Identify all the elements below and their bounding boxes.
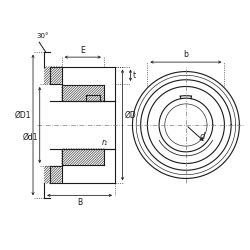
Text: ØD: ØD bbox=[124, 110, 136, 120]
Text: E: E bbox=[80, 46, 85, 55]
Text: B: B bbox=[77, 198, 82, 207]
Text: Ød1: Ød1 bbox=[23, 133, 38, 142]
Text: b: b bbox=[184, 50, 188, 59]
Text: d: d bbox=[200, 132, 205, 141]
Text: 30°: 30° bbox=[37, 33, 49, 39]
Text: t: t bbox=[132, 71, 136, 80]
Text: r₁: r₁ bbox=[102, 138, 107, 147]
Text: ØD1: ØD1 bbox=[14, 110, 31, 120]
